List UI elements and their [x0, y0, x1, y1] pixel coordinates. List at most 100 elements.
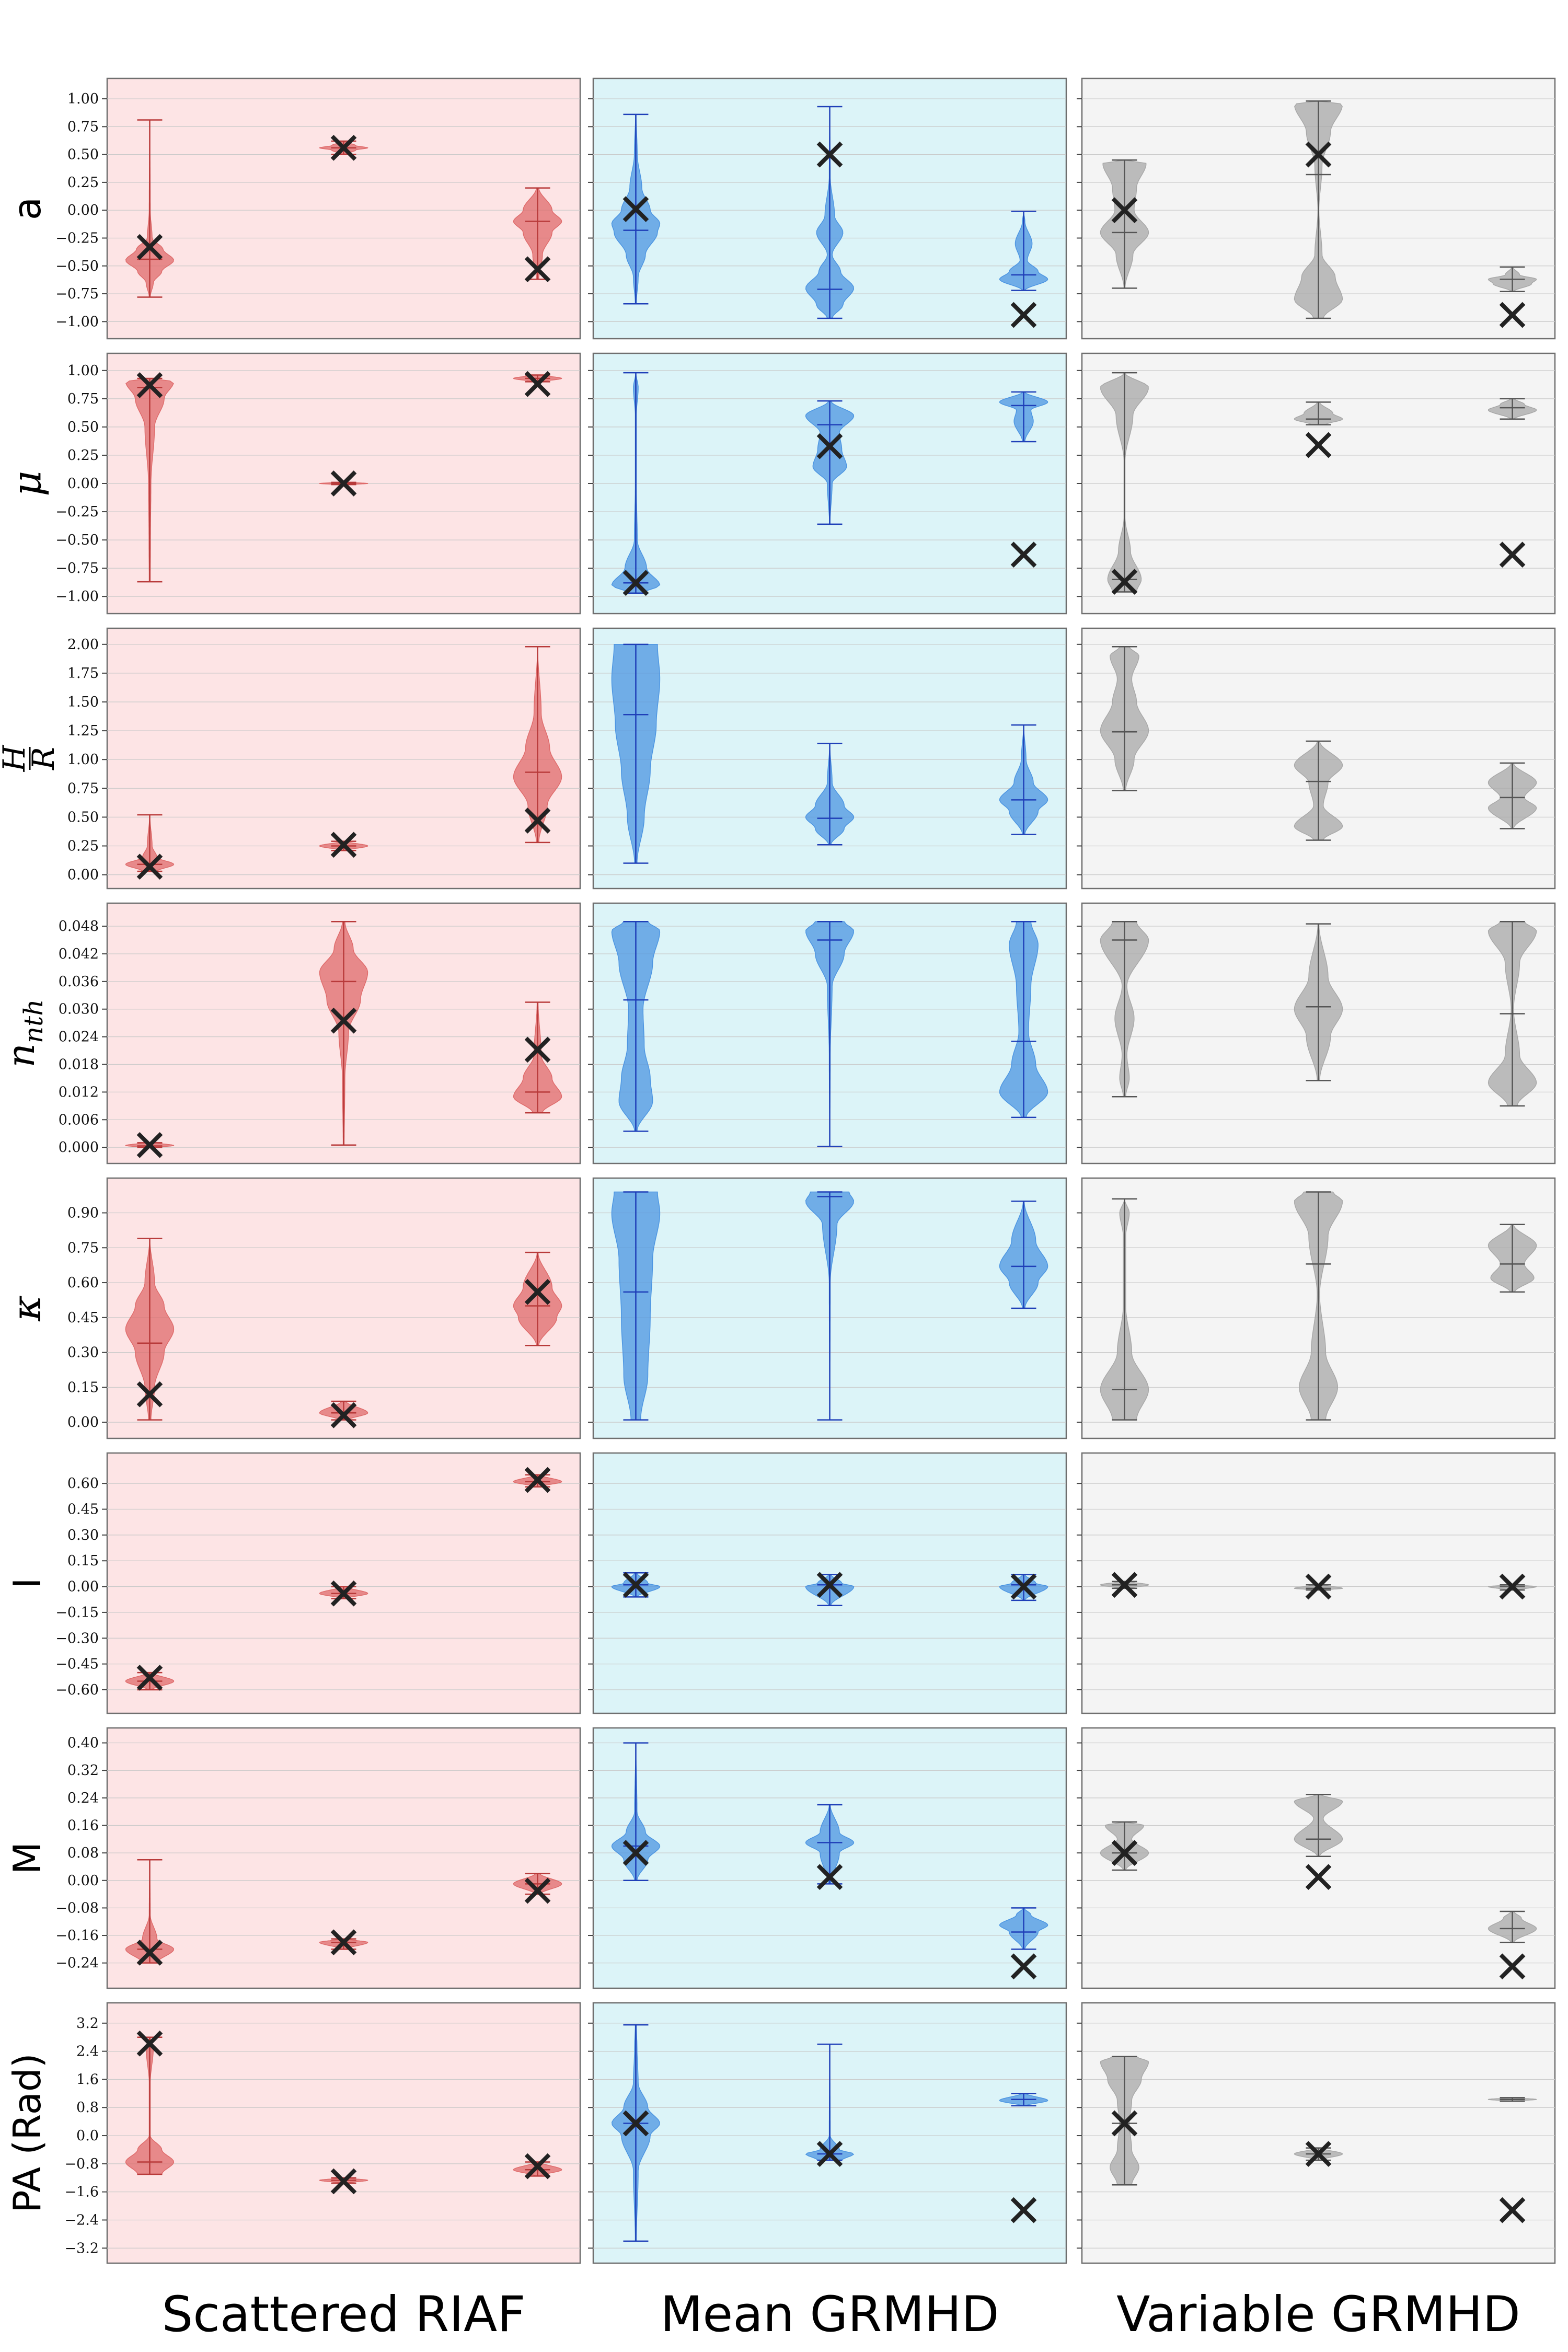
row-ylabel: μ [3, 470, 50, 496]
tick-label: 0.25 [67, 175, 99, 191]
row-8: PA (Rad) 3.2 2.4 1.6 0.8 0.0 −0.8 −1.6 −2.4 −3.2 [5, 2002, 1556, 2264]
true-value-marker [622, 1840, 649, 1866]
panel-r5-c3 [1077, 1177, 1556, 1439]
row-ylabel: PA (Rad) [5, 2053, 49, 2212]
violin-1 [1100, 372, 1149, 595]
violin-2 [1294, 1573, 1343, 1600]
true-value-marker [1010, 1953, 1037, 1980]
tick-label: 0.32 [67, 1762, 99, 1779]
true-value-marker [816, 1864, 843, 1890]
violin-2 [319, 832, 368, 858]
tick-label: 0.45 [67, 1310, 99, 1326]
true-value-marker [330, 135, 357, 161]
violin-3 [1488, 2097, 1537, 2223]
panel-r2-c2 [588, 352, 1067, 615]
true-value-marker [1305, 1864, 1332, 1890]
tick-label: −1.00 [55, 314, 99, 330]
true-value-marker [524, 1036, 551, 1063]
violin-3 [513, 187, 562, 282]
true-value-marker [1499, 1953, 1526, 1980]
true-value-marker [1111, 1840, 1138, 1866]
true-value-marker [330, 1007, 357, 1034]
tick-label: 0.75 [67, 391, 99, 407]
true-value-marker [622, 2110, 649, 2137]
tick-label: 0.030 [59, 1001, 99, 1018]
true-value-marker [1499, 302, 1526, 328]
tick-label: −0.08 [55, 1900, 99, 1916]
violin-3 [513, 1251, 562, 1346]
true-value-marker [816, 1572, 843, 1598]
tick-label: 1.25 [67, 723, 99, 739]
tick-label: −0.24 [55, 1955, 99, 1971]
true-value-marker [330, 1580, 357, 1607]
violin-3 [513, 1001, 562, 1114]
violin-2 [319, 1929, 368, 1956]
tick-label: 0.00 [67, 867, 99, 883]
tick-label: 1.00 [67, 91, 99, 107]
panel-r4-c1: 0.048 0.042 0.036 0.030 0.024 0.018 0.012 0.006… [59, 902, 581, 1165]
true-value-marker [136, 1665, 163, 1691]
panel-r7-c3 [1077, 1727, 1556, 1989]
panel-background [106, 2002, 581, 2264]
tick-label: 0.000 [59, 1139, 99, 1156]
panel-r8-c1: 3.2 2.4 1.6 0.8 0.0 −0.8 −1.6 −2.4 −3.2 [64, 2002, 581, 2264]
panel-background [106, 1177, 581, 1439]
tick-label: 0.15 [67, 1553, 99, 1569]
tick-label: 0.012 [59, 1084, 99, 1100]
row-6: I 0.60 0.45 0.30 0.15 0.00 −0.15 −0.30 −0.45 −0.6… [5, 1452, 1556, 1714]
true-value-marker [1305, 432, 1332, 458]
tick-label: 0.75 [67, 1240, 99, 1256]
tick-label: 0.60 [67, 1475, 99, 1492]
true-value-marker [136, 1132, 163, 1158]
tick-label: 0.30 [67, 1527, 99, 1543]
column-title-1: Scattered RIAF [162, 2286, 526, 2343]
tick-label: −0.50 [55, 258, 99, 274]
violin-3 [513, 371, 562, 397]
true-value-marker [1111, 2110, 1138, 2137]
true-value-marker [1499, 2197, 1526, 2223]
row-2: μ 1.00 0.75 0.50 0.25 0.00 −0.25 −0.50 −0.75 −1.0… [3, 352, 1556, 615]
true-value-marker [136, 854, 163, 880]
violin-3 [999, 1907, 1048, 1980]
tick-label: −1.00 [55, 589, 99, 605]
ylabel-numerator: H [0, 744, 32, 772]
column-title-2: Mean GRMHD [660, 2286, 999, 2343]
tick-label: 0.042 [59, 946, 99, 962]
violin-3 [999, 211, 1048, 328]
true-value-marker [136, 2030, 163, 2057]
panel-r4-c2 [588, 902, 1067, 1165]
tick-label: 0.25 [67, 838, 99, 854]
violin-1 [125, 372, 174, 583]
true-value-marker [1499, 541, 1526, 568]
tick-label: 1.50 [67, 694, 99, 710]
violin-2 [1294, 1191, 1343, 1421]
true-value-marker [136, 234, 163, 260]
tick-label: 0.25 [67, 447, 99, 464]
violin-1 [125, 1665, 175, 1691]
panel-r1-c1: 1.00 0.75 0.50 0.25 0.00 −0.25 −0.50 −0.75 −1.00 [55, 77, 581, 340]
violin-3 [1488, 266, 1537, 328]
violin-3 [1488, 398, 1537, 568]
tick-label: 0.048 [59, 918, 99, 935]
tick-label: 0.00 [67, 202, 99, 218]
row-7: M 0.40 0.32 0.24 0.16 0.08 0.00 −0.08 −0.16 −0.24 [5, 1727, 1556, 1989]
violin-3 [1488, 1573, 1537, 1600]
true-value-marker [1010, 2197, 1037, 2223]
violin-3 [999, 920, 1048, 1119]
violin-1 [125, 119, 174, 298]
row-ylabel: κ [3, 1295, 50, 1322]
true-value-marker [136, 1940, 163, 1966]
tick-label: 0.50 [67, 419, 99, 435]
true-value-marker [1111, 1572, 1138, 1598]
true-value-marker [330, 1929, 357, 1956]
panel-background [1081, 1452, 1556, 1714]
true-value-marker [1010, 302, 1037, 328]
panel-background [106, 1452, 581, 1714]
row-1: a 1.00 0.75 0.50 0.25 0.00 −0.25 −0.50 −0.75 −1.0… [5, 77, 1556, 340]
violin-2 [805, 1804, 855, 1890]
tick-label: 0.90 [67, 1205, 99, 1221]
tick-label: 0.00 [67, 1873, 99, 1889]
tick-label: 0.24 [67, 1790, 99, 1806]
violin-2 [1294, 100, 1343, 319]
